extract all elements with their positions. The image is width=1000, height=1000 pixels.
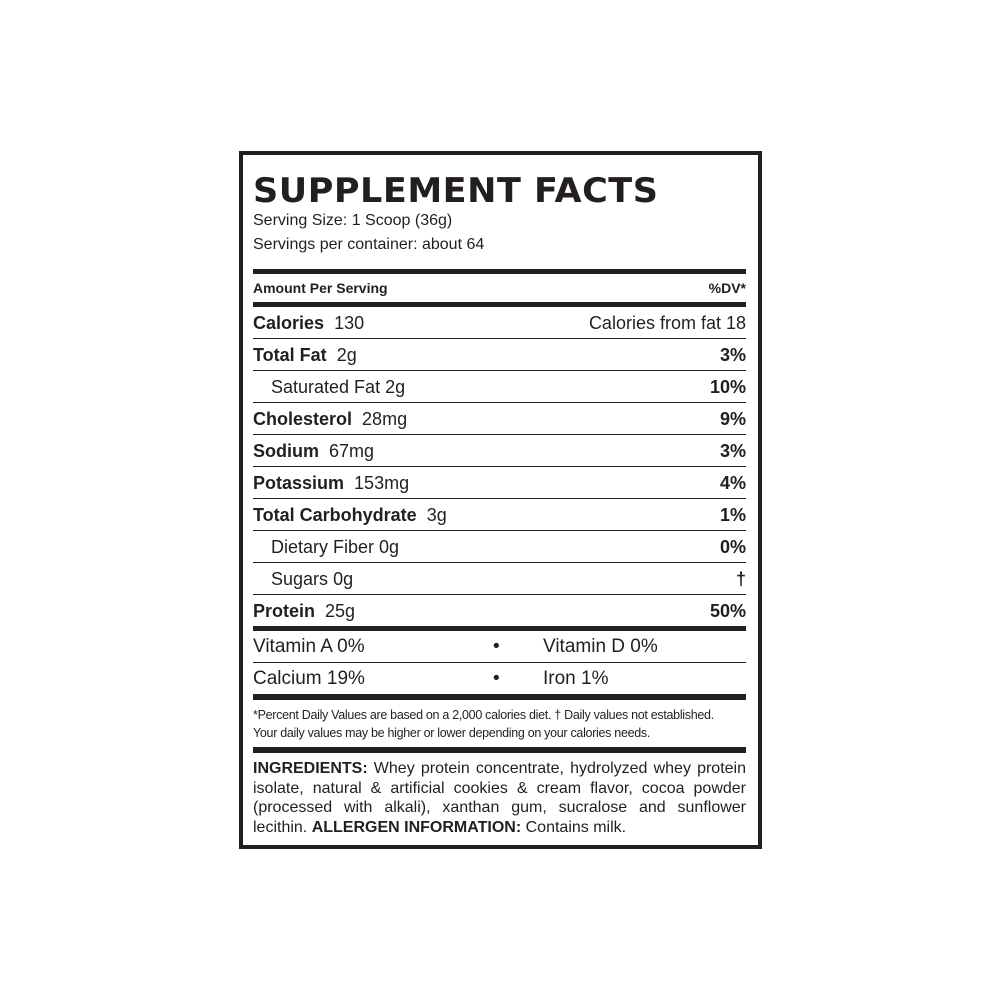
amount-per-serving-label: Amount Per Serving: [253, 280, 388, 296]
nutrient-name: Total Fat: [253, 345, 327, 365]
nutrient-row: Sodium 67mg 3%: [253, 435, 746, 467]
nutrient-amount: 0g: [379, 537, 400, 557]
vitamin-row: Vitamin A 0% • Vitamin D 0%: [253, 631, 746, 663]
nutrient-name: Dietary Fiber: [271, 537, 375, 557]
nutrient-dv: 4%: [719, 473, 746, 493]
nutrient-amount: 28mg: [362, 409, 408, 429]
divider-thick: [253, 302, 746, 307]
calories-value: 130: [334, 313, 365, 333]
ingredients-label: INGREDIENTS:: [253, 760, 368, 777]
ingredients: INGREDIENTS: Whey protein concentrate, h…: [253, 753, 746, 837]
vitamin-left: Vitamin A 0%: [253, 636, 365, 657]
nutrient-dv: 3%: [719, 441, 746, 461]
nutrient-amount: 0g: [333, 569, 354, 589]
nutrient-name: Cholesterol: [253, 409, 353, 429]
vitamin-right: Iron 1%: [543, 668, 609, 689]
nutrient-dv: †: [735, 569, 746, 589]
nutrient-dv: 3%: [719, 345, 746, 365]
nutrient-amount: 153mg: [354, 473, 410, 493]
nutrient-name: Total Carbohydrate: [253, 505, 417, 525]
supplement-facts-label: SUPPLEMENT FACTS Serving Size: 1 Scoop (…: [239, 151, 762, 849]
label-title: SUPPLEMENT FACTS: [253, 171, 659, 211]
nutrient-amount: 2g: [385, 377, 406, 397]
vitamin-right: Vitamin D 0%: [543, 636, 658, 657]
divider-thick: [253, 747, 746, 753]
footnote-line: *Percent Daily Values are based on a 2,0…: [253, 708, 714, 722]
nutrient-name: Sugars: [271, 569, 329, 589]
footnote-line: Your daily values may be higher or lower…: [253, 726, 651, 740]
calories-label: Calories: [253, 313, 325, 333]
nutrient-dv: 10%: [709, 377, 746, 397]
amount-header: Amount Per Serving %DV*: [253, 274, 746, 302]
nutrient-dv: 9%: [719, 409, 746, 429]
nutrient-name: Protein: [253, 601, 316, 621]
ingredients-text: Whey protein concentrate, hydrolyzed whe…: [253, 760, 746, 836]
serving-size: Serving Size: 1 Scoop (36g): [253, 212, 453, 229]
nutrient-dv: 0%: [719, 537, 746, 557]
vitamin-row: Calcium 19% • Iron 1%: [253, 663, 746, 694]
nutrient-row: Protein 25g 50%: [253, 595, 746, 626]
nutrient-amount: 25g: [325, 601, 356, 621]
nutrient-list: Total Fat 2g 3% Saturated Fat 2g 10% Cholest…: [253, 339, 746, 626]
nutrient-amount: 67mg: [329, 441, 375, 461]
calories-from-fat: Calories from fat 18: [588, 313, 746, 333]
allergen-label: ALLERGEN INFORMATION:: [311, 818, 522, 836]
allergen-text: Contains milk.: [521, 818, 627, 836]
nutrient-row: Dietary Fiber 0g 0%: [253, 531, 746, 563]
footnote: *Percent Daily Values are based on a 2,0…: [253, 700, 746, 747]
nutrient-name: Potassium: [253, 473, 345, 493]
nutrient-row: Sugars 0g †: [253, 563, 746, 595]
nutrient-dv: 1%: [719, 505, 746, 525]
bullet: •: [493, 668, 500, 689]
servings-per-container: Servings per container: about 64: [253, 236, 485, 253]
bullet: •: [493, 636, 500, 657]
divider-thick: [253, 269, 746, 274]
nutrient-dv: 50%: [709, 601, 746, 621]
calories-row: Calories 130 Calories from fat 18: [253, 307, 746, 339]
nutrient-row: Total Carbohydrate 3g 1%: [253, 499, 746, 531]
nutrient-row: Cholesterol 28mg 9%: [253, 403, 746, 435]
nutrient-row: Saturated Fat 2g 10%: [253, 371, 746, 403]
divider-thick: [253, 626, 746, 631]
nutrient-row: Potassium 153mg 4%: [253, 467, 746, 499]
dv-label: %DV*: [708, 280, 746, 296]
nutrient-name: Saturated Fat: [271, 377, 381, 397]
divider-thick: [253, 694, 746, 700]
nutrient-amount: 3g: [426, 505, 447, 525]
nutrient-name: Sodium: [253, 441, 319, 461]
nutrient-row: Total Fat 2g 3%: [253, 339, 746, 371]
vitamin-left: Calcium 19%: [253, 668, 365, 689]
nutrient-amount: 2g: [336, 345, 357, 365]
